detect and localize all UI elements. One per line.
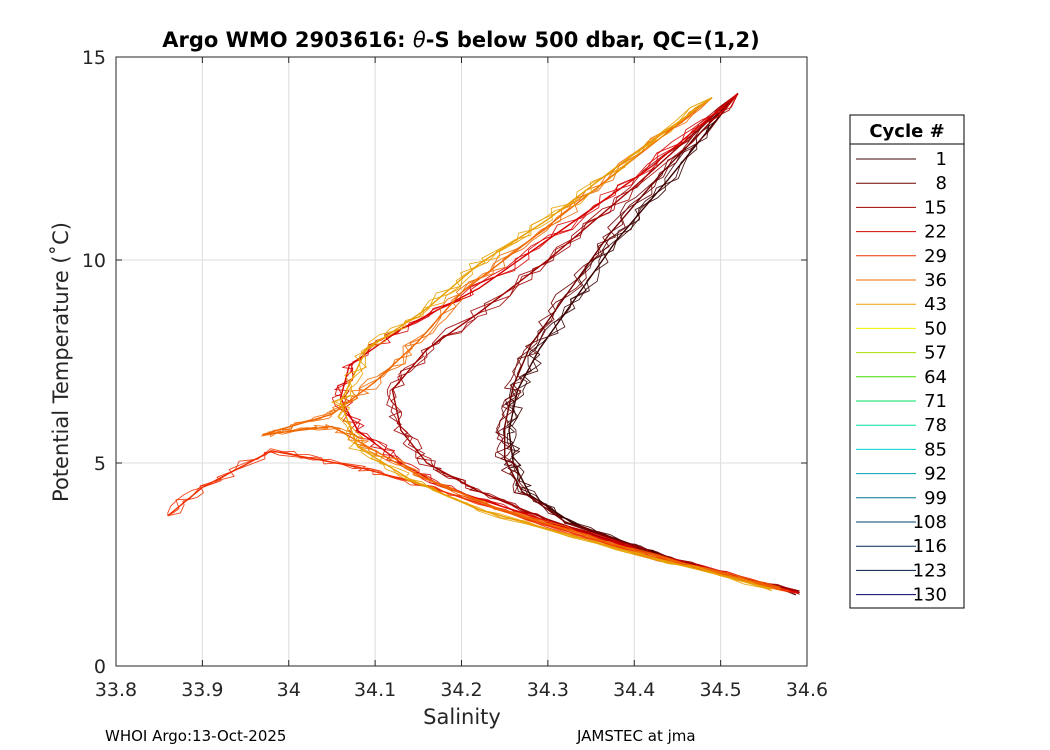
axis-ticks: 33.8 33.9 34 34.1 34.2 34.3 34.4 34.5 34.6 0 5 10 15 <box>82 47 828 701</box>
legend-label: 130 <box>913 585 947 606</box>
x-axis-label: Salinity <box>423 705 501 729</box>
legend-label: 36 <box>924 270 947 291</box>
legend-label: 57 <box>924 343 947 364</box>
series-line <box>331 97 772 592</box>
legend-label: 22 <box>924 222 947 243</box>
series-line <box>261 97 784 592</box>
x-tick-label: 34.2 <box>440 679 482 701</box>
y-tick-label: 15 <box>82 47 106 69</box>
x-tick-label: 33.8 <box>95 679 137 701</box>
legend-label: 71 <box>924 391 947 412</box>
legend-label: 116 <box>913 536 947 557</box>
legend-title: Cycle # <box>869 121 944 142</box>
x-tick-label: 33.9 <box>181 679 223 701</box>
y-tick-label: 5 <box>94 453 106 475</box>
legend-label: 43 <box>924 294 947 315</box>
series-line <box>339 92 799 594</box>
series-line <box>334 97 770 590</box>
x-tick-label: 34.4 <box>613 679 655 701</box>
series-line <box>268 97 781 588</box>
legend-label: 85 <box>924 439 947 460</box>
series-line <box>339 97 773 590</box>
legend-label: 15 <box>924 197 947 218</box>
legend-label: 1 <box>936 149 947 170</box>
series-line <box>504 93 798 593</box>
legend-label: 29 <box>924 246 947 267</box>
series-line <box>502 93 800 595</box>
legend-label: 64 <box>924 367 947 388</box>
series-layer <box>167 92 801 596</box>
legend-label: 92 <box>924 464 947 485</box>
legend-label: 108 <box>913 512 947 533</box>
series-line <box>331 93 799 595</box>
legend-label: 50 <box>924 318 947 339</box>
x-tick-label: 34.1 <box>354 679 396 701</box>
chart-title: Argo WMO 2903616: θ-S below 500 dbar, QC… <box>162 28 759 52</box>
footer-right: JAMSTEC at jma <box>576 727 696 745</box>
series-line <box>495 93 800 592</box>
series-line <box>337 97 771 591</box>
y-tick-label: 10 <box>82 250 106 272</box>
x-tick-label: 34.3 <box>527 679 569 701</box>
footer-left: WHOI Argo:13-Oct-2025 <box>105 727 286 745</box>
x-tick-label: 34.6 <box>786 679 828 701</box>
legend-label: 99 <box>924 488 947 509</box>
series-line <box>495 93 796 596</box>
legend-label: 123 <box>913 560 947 581</box>
legend-label: 8 <box>936 173 947 194</box>
legend-box <box>849 114 965 609</box>
series-line <box>504 93 799 594</box>
x-tick-label: 34.5 <box>699 679 741 701</box>
legend-label: 78 <box>924 415 947 436</box>
x-tick-label: 34 <box>277 679 301 701</box>
legend: Cycle # 1 8 15 22 29 36 43 50 57 64 71 78 85 92 99 108 1… <box>849 114 965 609</box>
y-axis-label: Potential Temperature (˚C) <box>49 222 73 502</box>
grid-lines <box>116 57 807 666</box>
y-tick-label: 0 <box>94 656 106 678</box>
